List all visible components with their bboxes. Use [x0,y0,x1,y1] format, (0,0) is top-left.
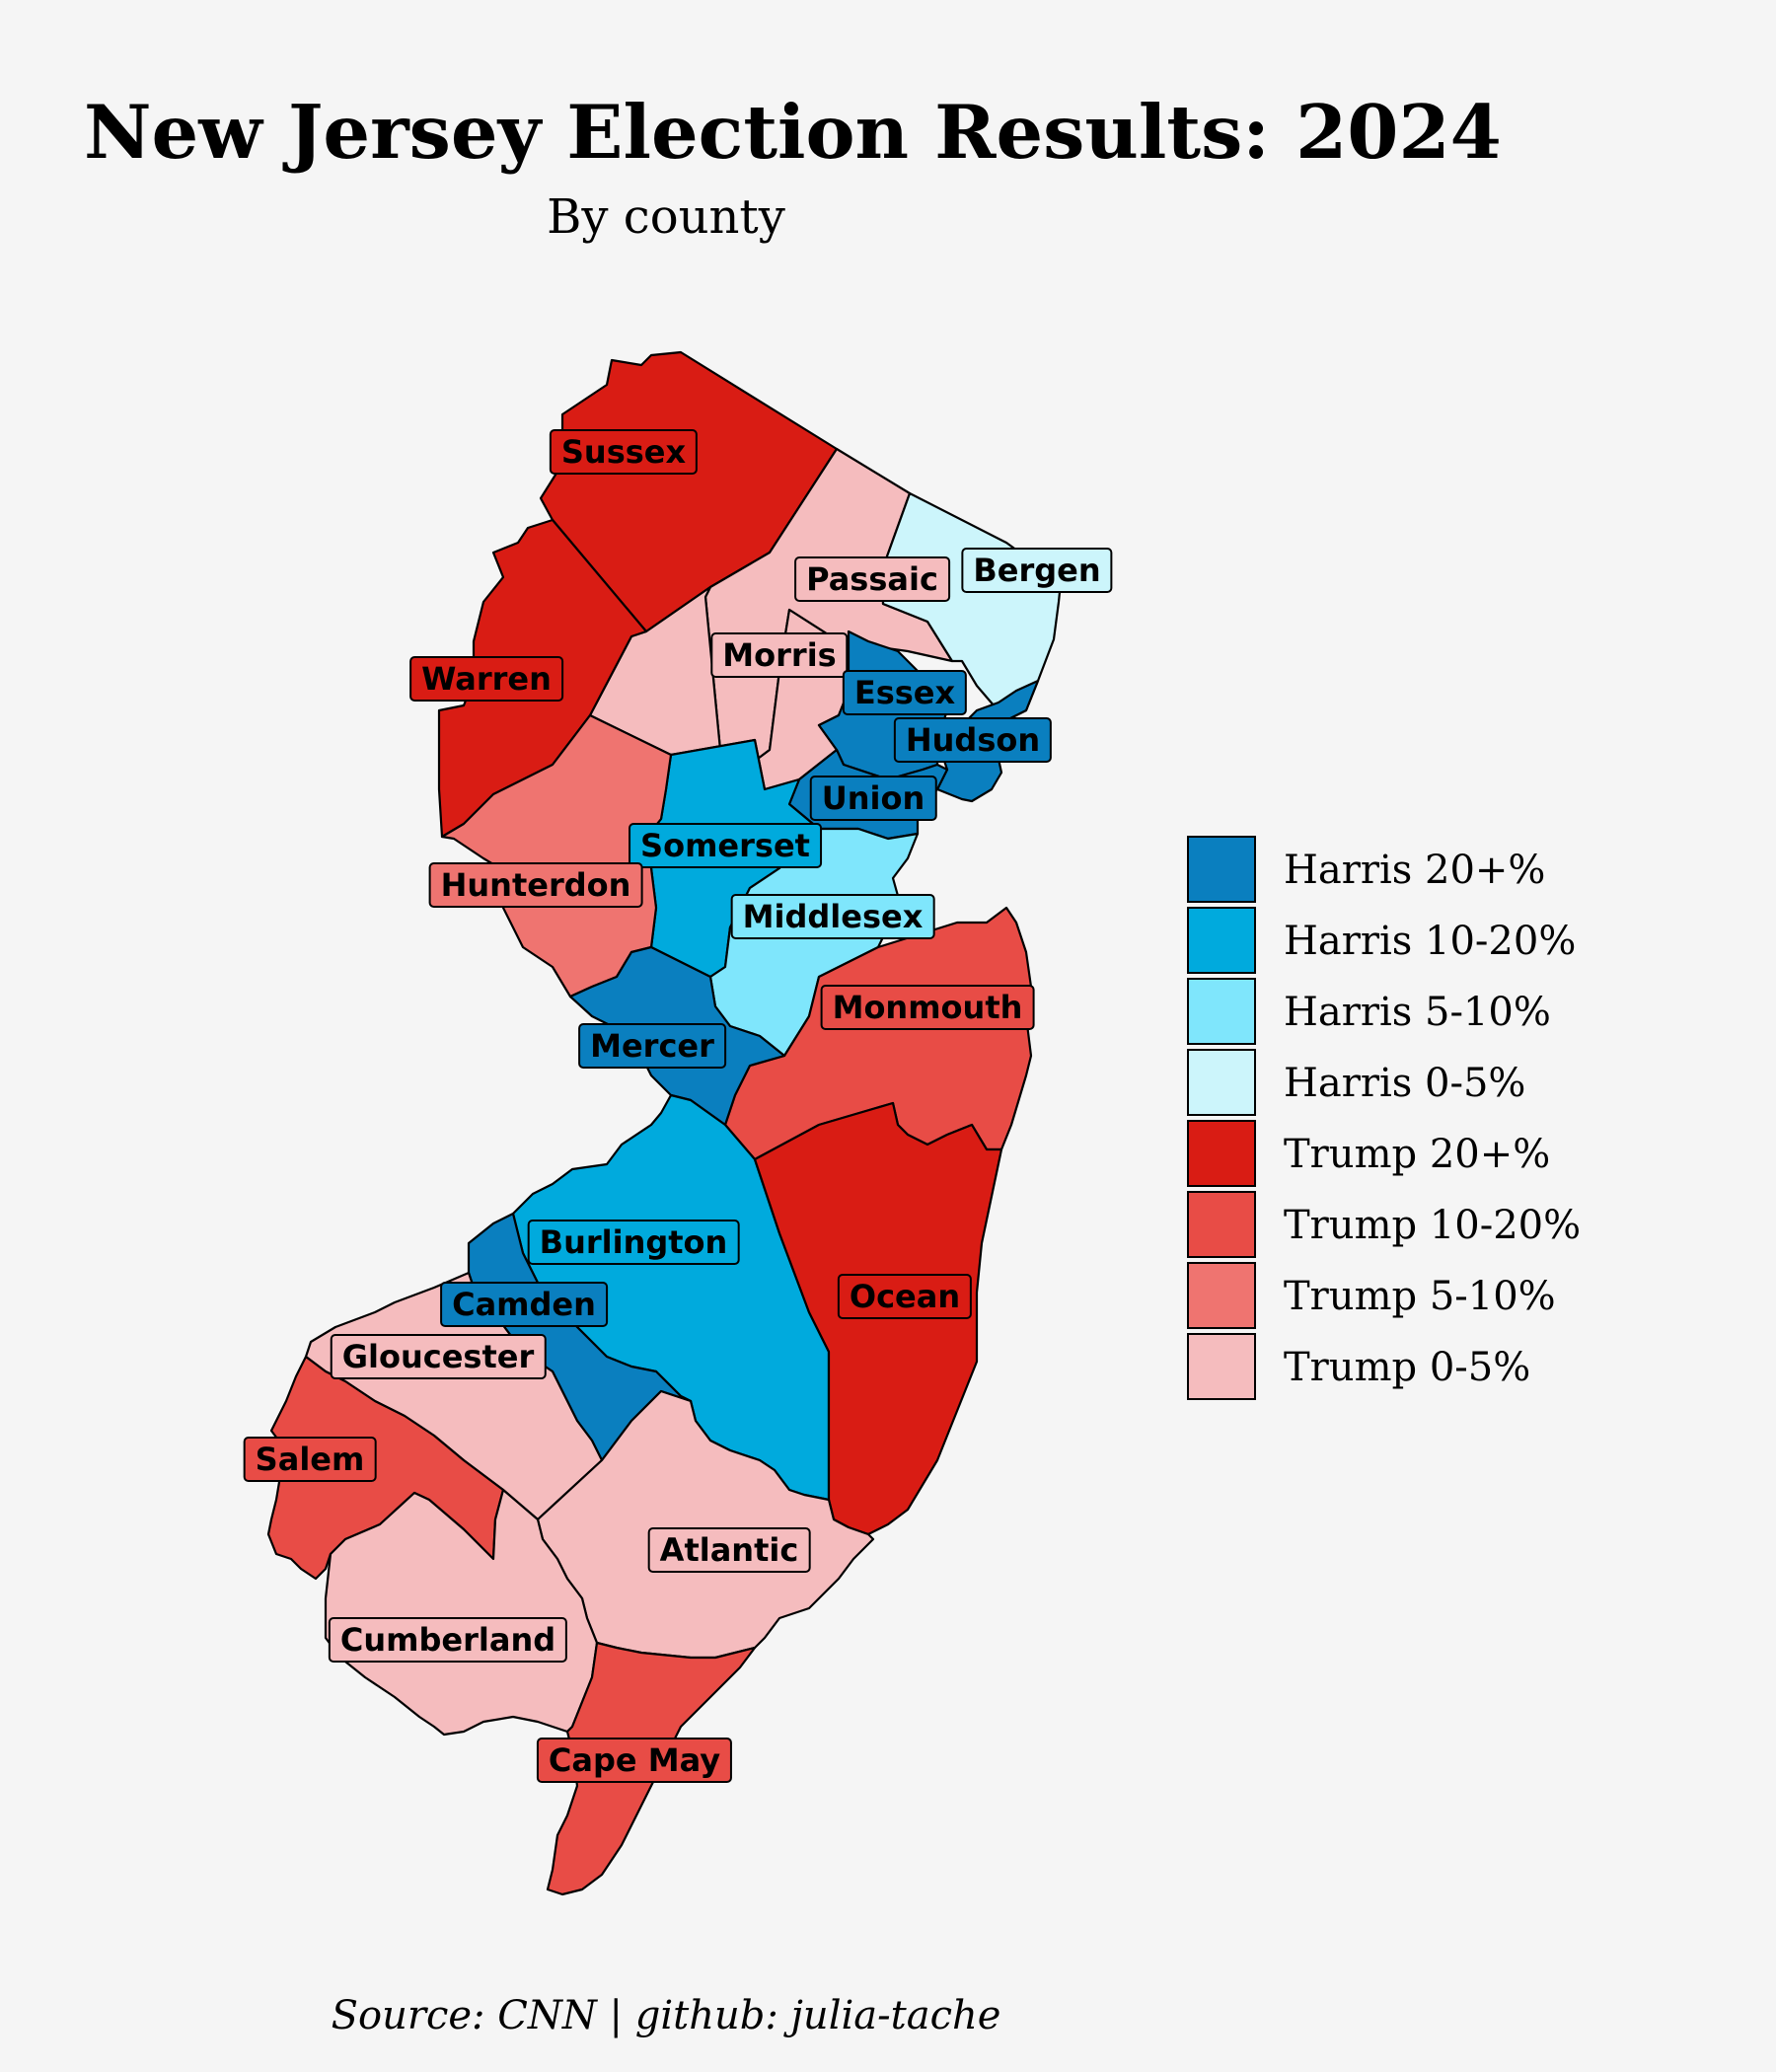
legend-swatch [1187,1049,1256,1116]
legend-label: Trump 0-5% [1284,1345,1531,1390]
county-label-camden: Camden [440,1282,608,1327]
county-label-salem: Salem [243,1437,377,1482]
source-caption: Source: CNN | github: julia-tache [331,1993,1001,2038]
county-label-burlington: Burlington [527,1220,740,1265]
map-subtitle: By county [547,189,785,245]
legend-swatch [1187,907,1256,974]
county-label-essex: Essex [842,670,968,715]
county-label-cape-may: Cape May [536,1738,733,1783]
county-label-middlesex: Middlesex [730,894,935,939]
county-label-monmouth: Monmouth [820,985,1035,1030]
legend-label: Harris 20+% [1284,848,1546,893]
county-label-mercer: Mercer [578,1023,726,1069]
legend-swatch [1187,1191,1256,1258]
legend-label: Harris 5-10% [1284,990,1551,1035]
county-label-union: Union [809,776,937,821]
county-label-passaic: Passaic [794,556,950,602]
county-label-ocean: Ocean [837,1274,973,1319]
county-label-warren: Warren [409,656,563,702]
county-label-atlantic: Atlantic [647,1527,811,1573]
county-label-hudson: Hudson [893,717,1053,763]
legend-label: Trump 10-20% [1284,1203,1582,1248]
legend-swatch [1187,978,1256,1045]
legend-swatch [1187,1333,1256,1400]
county-label-cumberland: Cumberland [328,1617,568,1663]
legend-swatch [1187,1120,1256,1187]
county-label-hunterdon: Hunterdon [428,862,643,908]
legend-label: Harris 10-20% [1284,919,1577,964]
county-label-somerset: Somerset [629,823,822,868]
county-label-bergen: Bergen [961,548,1113,593]
county-label-gloucester: Gloucester [330,1334,547,1379]
legend-label: Trump 5-10% [1284,1274,1556,1319]
map-title: New Jersey Election Results: 2024 [84,89,1502,176]
legend-swatch [1187,1262,1256,1329]
county-label-morris: Morris [710,632,849,678]
county-label-sussex: Sussex [549,429,699,475]
legend-swatch [1187,836,1256,903]
legend-label: Harris 0-5% [1284,1061,1526,1106]
legend-label: Trump 20+% [1284,1132,1551,1177]
